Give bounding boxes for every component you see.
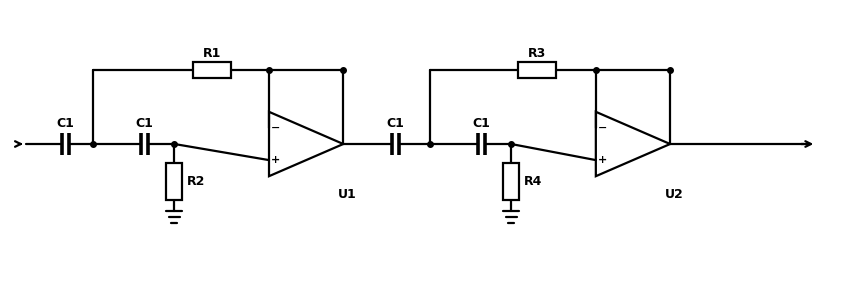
Text: C1: C1 bbox=[136, 117, 153, 130]
Text: C1: C1 bbox=[472, 117, 490, 130]
Text: R4: R4 bbox=[524, 175, 543, 188]
Bar bbox=[518, 62, 555, 78]
Text: R2: R2 bbox=[187, 175, 206, 188]
Text: U2: U2 bbox=[665, 188, 683, 201]
Text: C1: C1 bbox=[387, 117, 404, 130]
Bar bbox=[503, 163, 519, 201]
Text: +: + bbox=[271, 155, 281, 165]
Text: −: − bbox=[598, 123, 607, 133]
Bar bbox=[166, 163, 182, 201]
Bar bbox=[193, 62, 231, 78]
Text: R1: R1 bbox=[203, 47, 221, 60]
Text: U1: U1 bbox=[338, 188, 357, 201]
Text: +: + bbox=[598, 155, 607, 165]
Text: −: − bbox=[271, 123, 281, 133]
Text: C1: C1 bbox=[57, 117, 75, 130]
Text: R3: R3 bbox=[527, 47, 546, 60]
